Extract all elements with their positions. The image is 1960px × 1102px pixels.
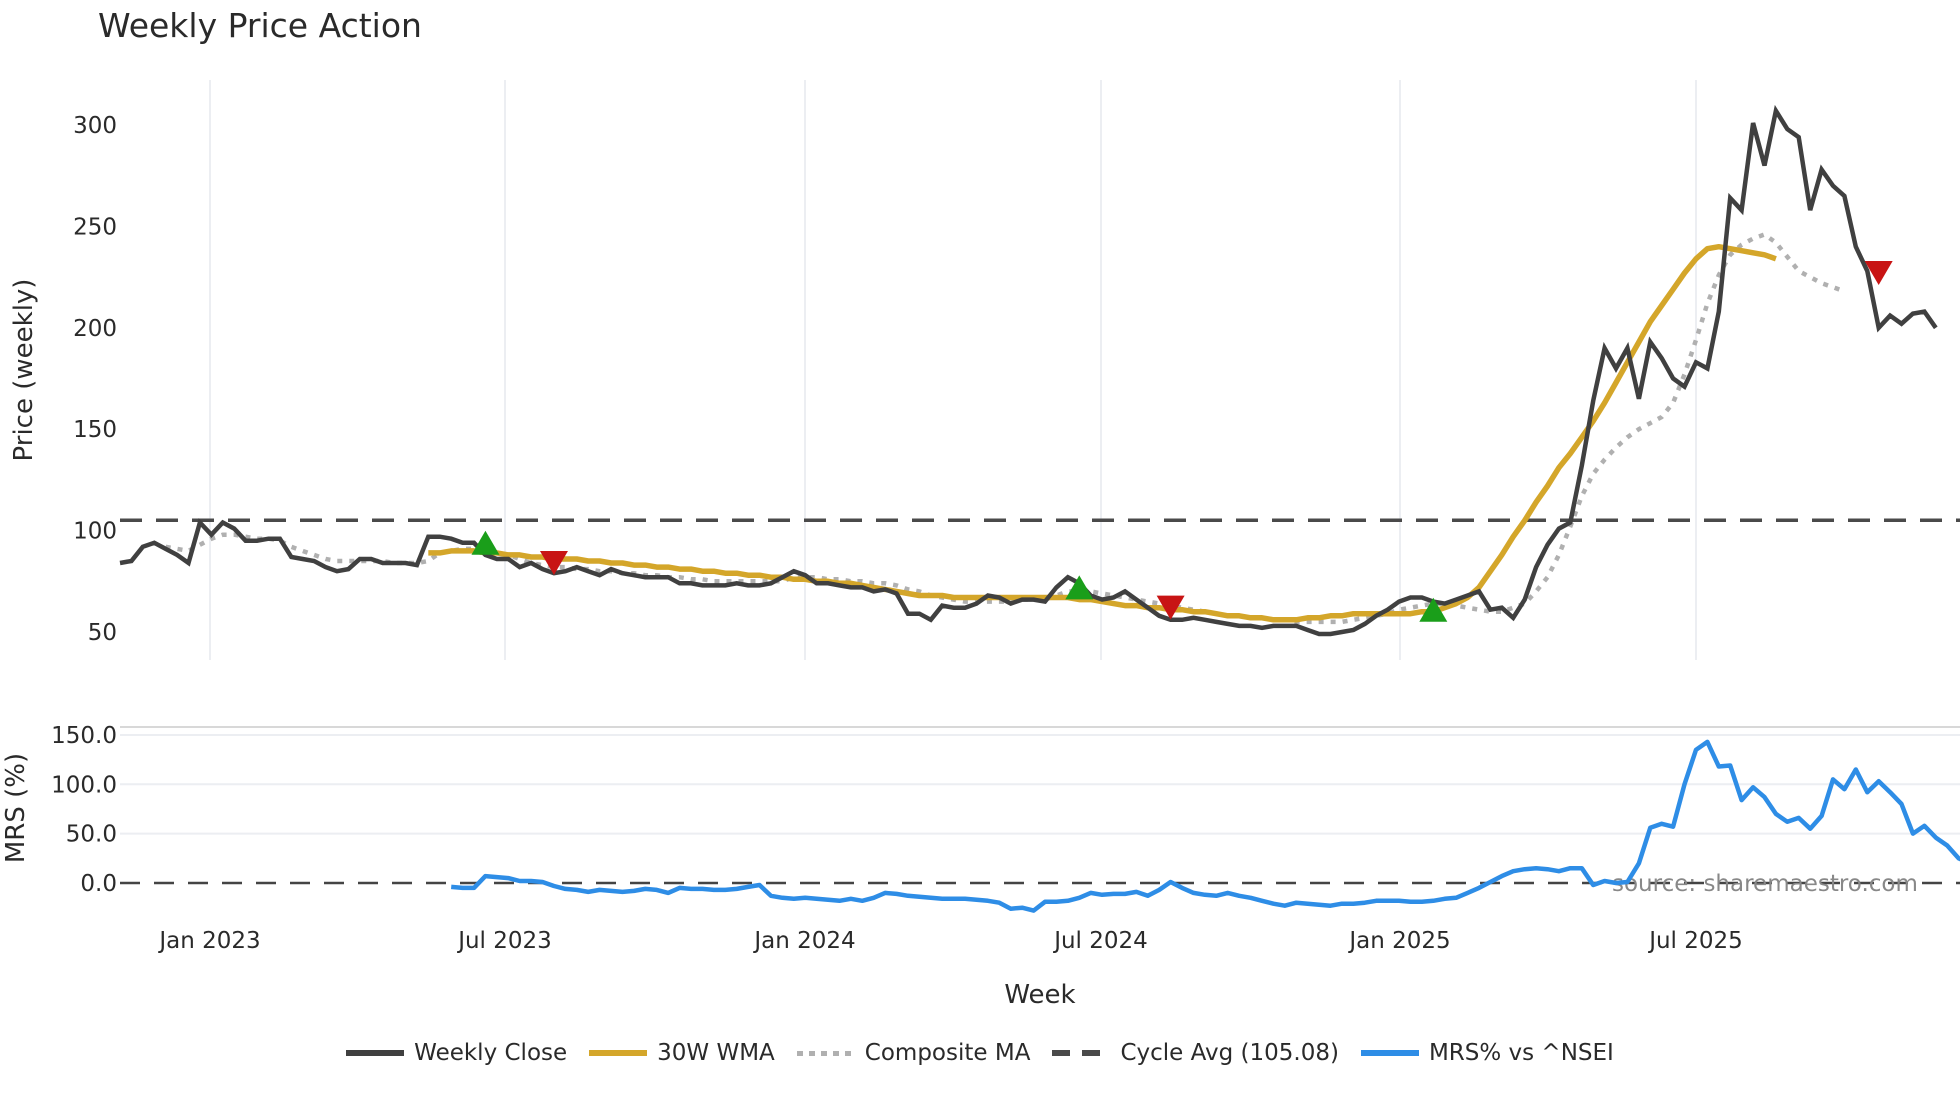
x-tick-label: Jan 2024	[752, 928, 855, 954]
x-tick-label: Jul 2023	[456, 928, 552, 954]
legend: Weekly Close 30W WMA Composite MA Cycle Avg…	[0, 1035, 1960, 1071]
legend-item-wma[interactable]: 30W WMA	[589, 1040, 775, 1066]
legend-swatch-icon	[346, 1050, 405, 1056]
mrs-y-axis: 150.0 100.0 50.0 0.0	[51, 723, 117, 897]
mrs-line	[451, 739, 1960, 913]
legend-label: Cycle Avg (105.08)	[1120, 1040, 1339, 1066]
sell-signal-triangle-icon	[539, 551, 568, 576]
price-y-tick-label: 250	[73, 214, 117, 240]
x-axis-title: Week	[1004, 980, 1075, 1010]
price-y-axis: 300 250 200 150 100 50	[73, 113, 117, 646]
price-y-tick-label: 100	[73, 519, 117, 545]
mrs-y-tick-label: 50.0	[66, 822, 117, 848]
legend-label: Composite MA	[864, 1040, 1031, 1066]
price-y-tick-label: 200	[73, 316, 117, 342]
legend-swatch-icon	[1052, 1050, 1111, 1056]
legend-label: MRS% vs ^NSEI	[1428, 1040, 1614, 1066]
x-tick-label: Jul 2025	[1647, 928, 1743, 954]
price-y-axis-title: Price (weekly)	[9, 279, 39, 462]
price-y-tick-label: 50	[88, 620, 117, 646]
mrs-y-tick-label: 100.0	[51, 772, 117, 798]
legend-item-weekly-close[interactable]: Weekly Close	[346, 1040, 567, 1066]
mrs-grid	[120, 733, 1960, 835]
sell-signal-triangle-icon	[1864, 261, 1893, 286]
x-axis: Jan 2023 Jul 2023 Jan 2024 Jul 2024 Jan 2025…	[157, 928, 1742, 954]
source-note: source: sharemaestro.com	[1612, 871, 1918, 897]
buy-signal-triangle-icon	[471, 530, 500, 555]
x-tick-label: Jan 2023	[157, 928, 260, 954]
legend-swatch-icon	[1360, 1050, 1419, 1056]
buy-signal-triangle-icon	[1419, 597, 1448, 622]
mrs-y-axis-title: MRS (%)	[1, 753, 31, 863]
sell-signal-triangle-icon	[1156, 595, 1185, 620]
legend-item-cycle-avg[interactable]: Cycle Avg (105.08)	[1052, 1040, 1339, 1066]
mrs-y-tick-label: 0.0	[80, 871, 117, 897]
legend-label: 30W WMA	[657, 1040, 775, 1066]
wma-30w-line	[428, 243, 1777, 623]
legend-item-composite[interactable]: Composite MA	[796, 1040, 1031, 1066]
price-grid	[209, 80, 1697, 660]
weekly-close-line	[119, 104, 1938, 637]
price-y-tick-label: 150	[73, 417, 117, 443]
mrs-y-tick-label: 150.0	[51, 723, 117, 749]
x-tick-label: Jan 2025	[1347, 928, 1450, 954]
buy-signal-triangle-icon	[1065, 575, 1094, 600]
chart-title: Weekly Price Action	[98, 6, 422, 45]
legend-item-mrs[interactable]: MRS% vs ^NSEI	[1360, 1040, 1614, 1066]
signal-markers	[471, 261, 1893, 622]
price-y-tick-label: 300	[73, 113, 117, 139]
legend-swatch-icon	[796, 1050, 855, 1056]
x-tick-label: Jul 2024	[1052, 928, 1148, 954]
legend-swatch-icon	[589, 1050, 648, 1056]
legend-label: Weekly Close	[414, 1040, 568, 1066]
